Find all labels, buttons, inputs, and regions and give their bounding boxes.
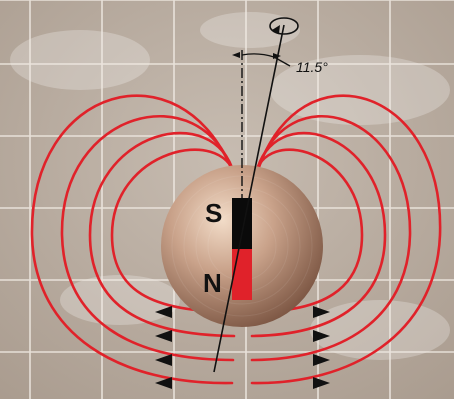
north-pole-label: N — [203, 268, 222, 298]
field-line-right-1 — [250, 94, 442, 385]
arrow-right-1 — [313, 306, 330, 318]
field-line-left-3 — [88, 131, 236, 338]
tilt-angle-indicator — [232, 52, 291, 67]
arrow-left-4 — [155, 377, 172, 389]
tilt-angle-label: 11.5° — [296, 59, 328, 75]
magnet-north-pole — [232, 249, 252, 300]
arrow-right-3 — [313, 354, 330, 366]
magnet-south-pole — [232, 198, 252, 249]
arrow-left-3 — [155, 354, 172, 366]
field-line-right-2 — [250, 115, 412, 362]
field-line-left-4 — [110, 148, 237, 314]
arrow-right-2 — [313, 330, 330, 342]
rotation-arrow-icon — [269, 17, 299, 35]
background-texture — [10, 12, 450, 360]
field-line-left-2 — [60, 114, 235, 362]
arrow-left-2 — [155, 330, 172, 342]
magnetic-field-lines — [30, 94, 442, 385]
arrow-right-4 — [313, 377, 330, 389]
bar-magnet — [232, 198, 252, 300]
field-line-arrows — [155, 306, 330, 389]
arrow-left-1 — [155, 306, 172, 318]
south-pole-label: S — [205, 198, 222, 228]
field-line-right-3 — [250, 131, 387, 338]
field-line-right-4 — [250, 148, 364, 314]
field-line-left-1 — [30, 94, 234, 385]
rotation-axis — [213, 24, 285, 373]
